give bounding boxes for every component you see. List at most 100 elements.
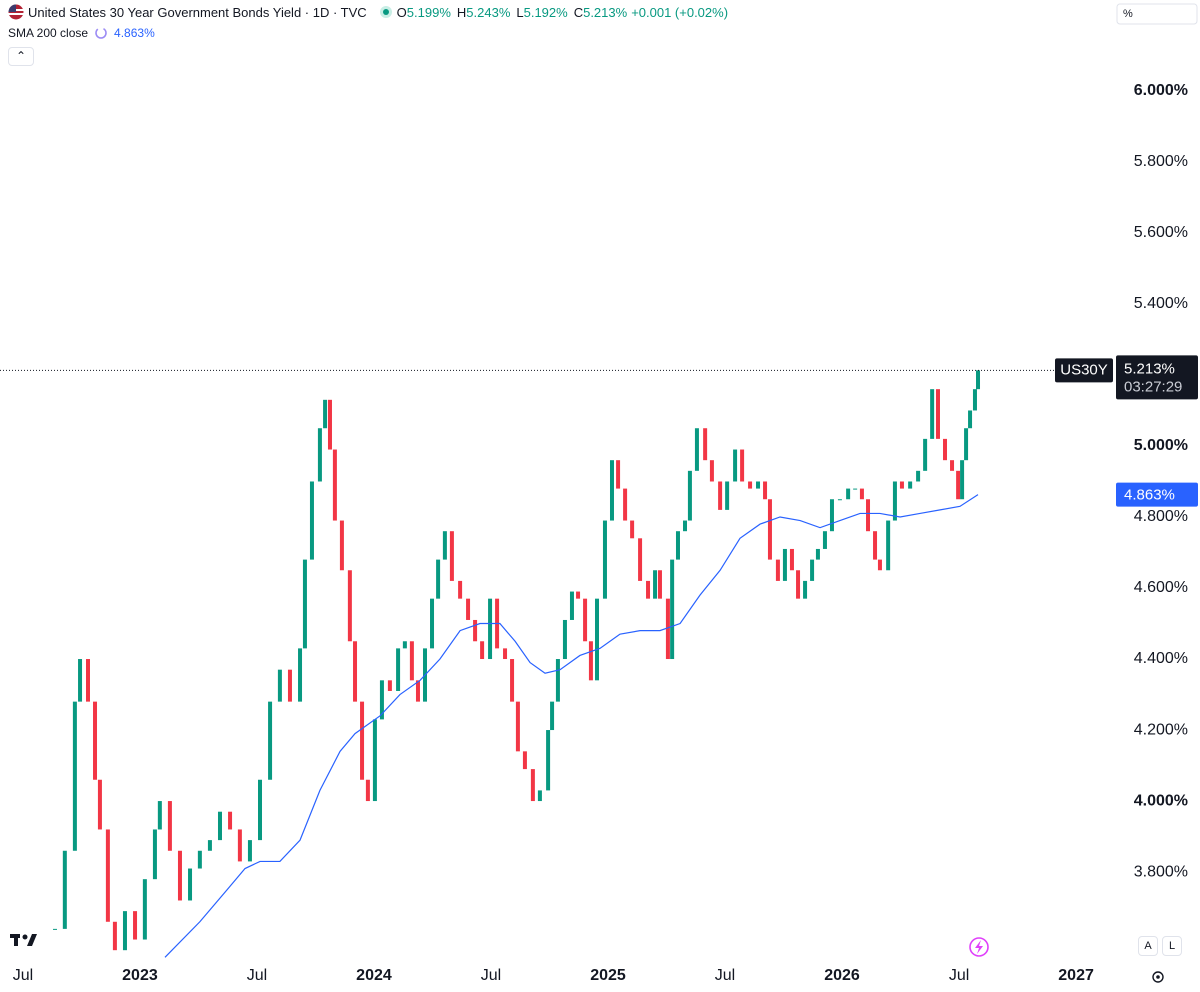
candle (630, 520, 635, 539)
candle (365, 779, 370, 802)
candle (810, 559, 815, 581)
ohlc-value: 5.243% (466, 4, 511, 20)
candle (402, 641, 407, 649)
candle (935, 389, 940, 439)
candle (740, 449, 745, 482)
price-badge-value: 5.213% (1124, 360, 1175, 377)
candle (436, 559, 441, 599)
candle (97, 779, 102, 830)
candle (550, 701, 555, 731)
candle (709, 460, 714, 482)
ohlc-key: H (456, 4, 467, 20)
candle (763, 481, 768, 500)
x-tick-label: 2025 (590, 967, 626, 984)
candle (85, 659, 90, 702)
candle (458, 580, 463, 599)
change: +0.001 (+0.02%) (631, 4, 729, 20)
symbol-badge (1055, 358, 1113, 383)
candle (616, 460, 621, 489)
ohlc-key: C (573, 4, 584, 20)
x-tick-label: 2026 (824, 967, 860, 984)
candle (694, 428, 699, 471)
y-tick-label: 4.800% (1134, 508, 1188, 525)
candle (530, 769, 535, 802)
candle (837, 499, 842, 501)
candle (718, 481, 723, 510)
candle (277, 669, 282, 702)
candle (789, 548, 794, 571)
candle (576, 591, 581, 599)
candle (886, 520, 891, 571)
candle (302, 559, 307, 649)
candle (846, 488, 851, 500)
candle (379, 680, 384, 720)
candle (829, 499, 834, 532)
candle (177, 850, 182, 901)
candle (956, 470, 961, 500)
indicator-value: 4.863% (114, 26, 155, 40)
candle (960, 460, 965, 500)
y-tick-label: 4.400% (1134, 650, 1188, 667)
log-scale-button[interactable]: L (1162, 936, 1182, 956)
lightning-icon[interactable] (969, 937, 989, 957)
ohlc-item: O5.199% (397, 5, 451, 20)
candle (327, 399, 332, 450)
x-tick-label: Jul (949, 967, 969, 984)
candle (899, 481, 904, 489)
candle (638, 538, 643, 581)
sma-badge-text: 4.863% (1124, 487, 1175, 504)
x-tick-label: Jul (481, 967, 501, 984)
candle (167, 801, 172, 851)
candle (449, 531, 454, 581)
candle (323, 399, 328, 429)
collapse-button[interactable]: ⌃ (8, 47, 34, 66)
y-tick-label: 3.800% (1134, 863, 1188, 880)
ohlc-value: 5.213% (583, 4, 628, 20)
candle (569, 591, 574, 620)
candle (442, 531, 447, 560)
candle (353, 641, 358, 702)
settings-icon[interactable] (1152, 971, 1164, 983)
candle (228, 811, 233, 830)
candle (748, 481, 753, 489)
auto-scale-button[interactable]: A (1138, 936, 1158, 956)
candle (653, 570, 658, 599)
candle (317, 428, 322, 482)
ohlc-item: H5.243% (457, 5, 510, 20)
candle (588, 641, 593, 681)
indicator-name[interactable]: SMA 200 close (8, 26, 89, 40)
candle (466, 598, 471, 620)
candle (503, 648, 508, 660)
ohlc-key: O (396, 4, 407, 20)
tv-logo (10, 934, 37, 946)
candle (873, 531, 878, 560)
candle (93, 701, 98, 780)
ohlc-key: L (516, 4, 524, 20)
candle (152, 829, 157, 880)
symbol-title[interactable]: United States 30 Year Government Bonds Y… (28, 4, 367, 20)
candle (908, 481, 913, 489)
y-tick-label: 5.600% (1134, 224, 1188, 241)
candle (555, 659, 560, 702)
candle (972, 389, 977, 411)
candle (877, 559, 882, 571)
x-tick-label: 2023 (122, 967, 158, 984)
scale-box[interactable] (1116, 3, 1198, 25)
candle (583, 598, 588, 642)
candle (725, 481, 730, 510)
candle (595, 598, 600, 681)
candle (950, 460, 955, 471)
candle (609, 460, 614, 521)
candle (133, 911, 138, 940)
candle (853, 488, 858, 490)
candle (687, 470, 692, 521)
y-tick-label: 5.800% (1134, 153, 1188, 170)
y-tick-label: 4.200% (1134, 721, 1188, 738)
candle (72, 701, 77, 851)
ohlc-value: 5.192% (523, 4, 568, 20)
candle (976, 370, 981, 390)
candle (646, 580, 651, 599)
